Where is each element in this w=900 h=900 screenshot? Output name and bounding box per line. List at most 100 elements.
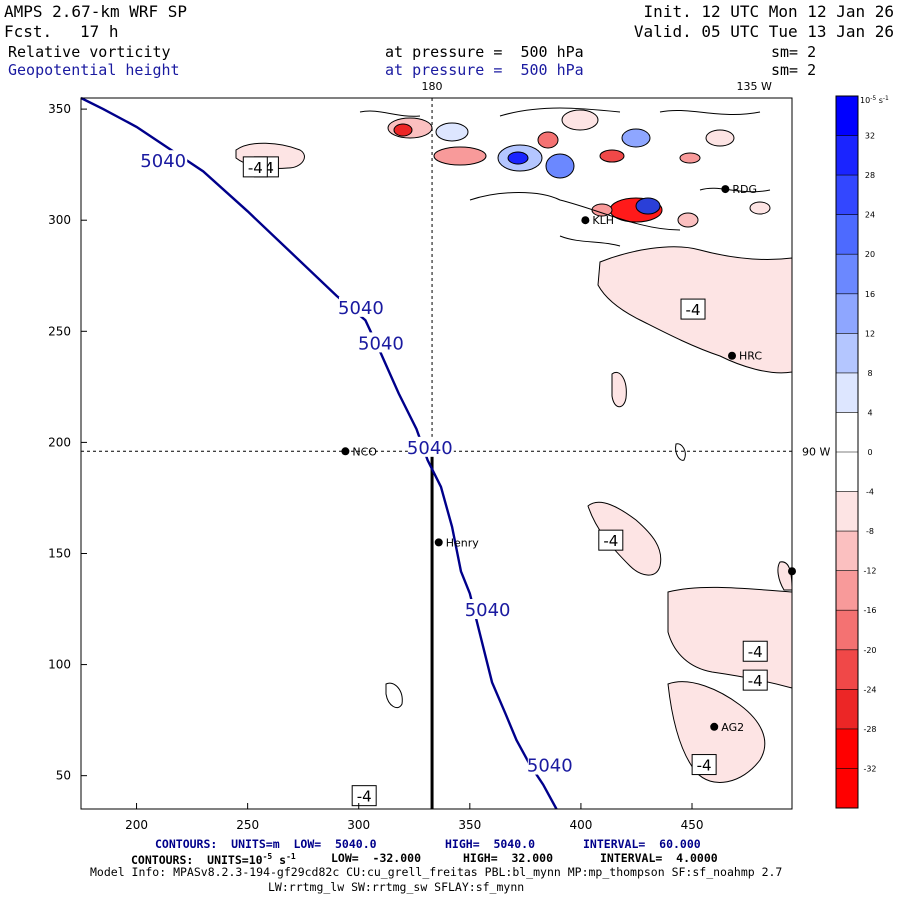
station-label: HRC — [739, 350, 762, 363]
colorbar-segment — [836, 570, 858, 611]
x-tick-label: 350 — [458, 818, 481, 832]
colorbar-label: -24 — [863, 685, 876, 694]
footer-contour-vort-interval: INTERVAL= 4.0000 — [600, 851, 718, 865]
colorbar-label: -32 — [863, 764, 876, 773]
station-marker — [581, 216, 590, 225]
x-tick-label: 450 — [681, 818, 704, 832]
vorticity-label: -4 — [248, 159, 263, 177]
footer-unit-seconds-exponent: -1 — [286, 852, 296, 861]
contour-label: 5040 — [140, 151, 186, 172]
stations: RDG KLH HRC NCO Henry AG2 — [341, 183, 796, 734]
y-tick-label: 250 — [48, 324, 71, 338]
field2-pressure: at pressure = 500 hPa — [385, 61, 584, 79]
vorticity-label-box — [351, 785, 377, 807]
colorbar-segment — [836, 333, 858, 373]
colorbar-segment — [836, 531, 858, 571]
y-tick-label: 50 — [56, 769, 71, 783]
footer-model-info: Model Info: MPASv8.2.3-194-gf29cd82c CU:… — [90, 865, 783, 879]
colorbar-segment — [836, 452, 858, 492]
vorticity-label-box — [691, 754, 717, 776]
vort-cluster-top — [359, 107, 771, 247]
colorbar-unit: 10-5 s-1 — [860, 95, 889, 105]
colorbar-segment — [836, 96, 858, 136]
colorbar-segment — [836, 649, 858, 690]
colorbar-segment — [836, 135, 858, 176]
vort-region-small-2 — [777, 561, 792, 591]
init-time: Init. 12 UTC Mon 12 Jan 26 — [643, 2, 894, 21]
right-longitude-label: 90 W — [802, 445, 830, 458]
field1-smoothing: sm= 2 — [771, 43, 817, 61]
station-label: AG2 — [721, 721, 744, 734]
colorbar-segment — [836, 372, 858, 413]
y-tick-label: 300 — [48, 213, 71, 227]
vorticity-label-box — [680, 298, 706, 320]
field2-smoothing: sm= 2 — [771, 61, 817, 79]
vorticity-label: -4 — [748, 672, 763, 690]
colorbar-label: 20 — [865, 250, 875, 259]
vorticity-label-box — [742, 640, 768, 662]
top-longitude-label: 135 W — [737, 80, 772, 93]
colorbar-label: 8 — [867, 369, 872, 378]
station-label: RDG — [732, 183, 757, 196]
colorbar-segment — [836, 610, 858, 650]
contour-label-bg — [465, 599, 512, 620]
y-tick-label: 150 — [48, 546, 71, 560]
footer-unit-exponent: -5 — [262, 852, 273, 861]
station-marker — [341, 447, 350, 456]
forecast-label: Fcst. — [4, 22, 53, 41]
station-marker — [710, 722, 719, 731]
station-label: Henry — [446, 536, 480, 549]
colorbar-label: 16 — [865, 290, 875, 299]
colorbar-segment — [836, 728, 858, 769]
colorbar-label: 32 — [865, 132, 875, 141]
top-longitude-label: 180 — [422, 80, 443, 93]
colorbar-segment — [836, 412, 858, 452]
vort-region-small-3 — [385, 682, 403, 709]
x-tick-label: 300 — [347, 818, 370, 832]
footer-contour-height-prefix: CONTOURS: UNITS=m LOW= 5040.0 — [155, 837, 377, 851]
colorbar-label: 24 — [865, 211, 875, 220]
height-contour-labels: 5040 5040 5040 5040 5040 5040 — [140, 150, 574, 777]
y-tick-label: 200 — [48, 435, 71, 449]
colorbar-label: -8 — [866, 527, 874, 536]
contour-label: 5040 — [358, 333, 404, 354]
footer-contour-vort: CONTOURS: UNITS=10-5 s-1 LOW= -32.000 HIGH… — [131, 852, 718, 867]
forecast-hour: 17 h — [80, 22, 119, 41]
axes: 200 250 300 350 400 450 50 100 150 200 250 300 350 18… — [48, 80, 830, 832]
vorticity-label-box — [242, 156, 268, 178]
vorticity-label: -4 — [748, 643, 763, 661]
colorbar-segment — [836, 768, 858, 808]
field1-pressure: at pressure = 500 hPa — [385, 43, 584, 61]
vort-region-small-1 — [611, 372, 627, 408]
contour-label-bg — [338, 296, 385, 317]
contour-label: 5040 — [338, 298, 384, 319]
x-tick-label: 400 — [569, 818, 592, 832]
vort-region-small-4 — [675, 443, 686, 461]
vorticity-field — [235, 107, 792, 783]
station-marker — [728, 351, 737, 360]
station-label: KLH — [592, 214, 614, 227]
colorbar-segment — [836, 293, 858, 334]
model-title: AMPS 2.67-km WRF SP — [4, 2, 188, 21]
contour-label-bg — [358, 332, 405, 353]
x-tick-label: 250 — [236, 818, 259, 832]
contour-label-bg — [141, 150, 188, 171]
colorbar-label: 12 — [865, 329, 875, 338]
colorbar-label: 28 — [865, 171, 875, 180]
footer-contour-vort-prefix: CONTOURS: UNITS=10 — [131, 852, 263, 867]
field2-title: Geopotential height — [8, 61, 180, 79]
footer-contour-vort-high: HIGH= 32.000 — [463, 851, 554, 865]
footer-contour-height-interval: INTERVAL= 60.000 — [583, 837, 701, 851]
contour-label: 5040 — [527, 756, 573, 777]
vorticity-label: -4 — [697, 757, 712, 775]
contour-label-bg — [527, 754, 574, 775]
colorbar: 32 28 24 20 16 12 8 4 0 -4 -8 -12 -16 -20 -24 -28 -32 10-… — [835, 95, 889, 809]
vorticity-label: -4 — [603, 532, 618, 550]
colorbar-segment — [836, 175, 858, 215]
colorbar-label: -28 — [863, 725, 876, 734]
vorticity-label: -4 — [686, 301, 701, 319]
colorbar-segment — [836, 689, 858, 729]
colorbar-label: 4 — [867, 408, 872, 417]
contour-label: 5040 — [465, 600, 511, 621]
